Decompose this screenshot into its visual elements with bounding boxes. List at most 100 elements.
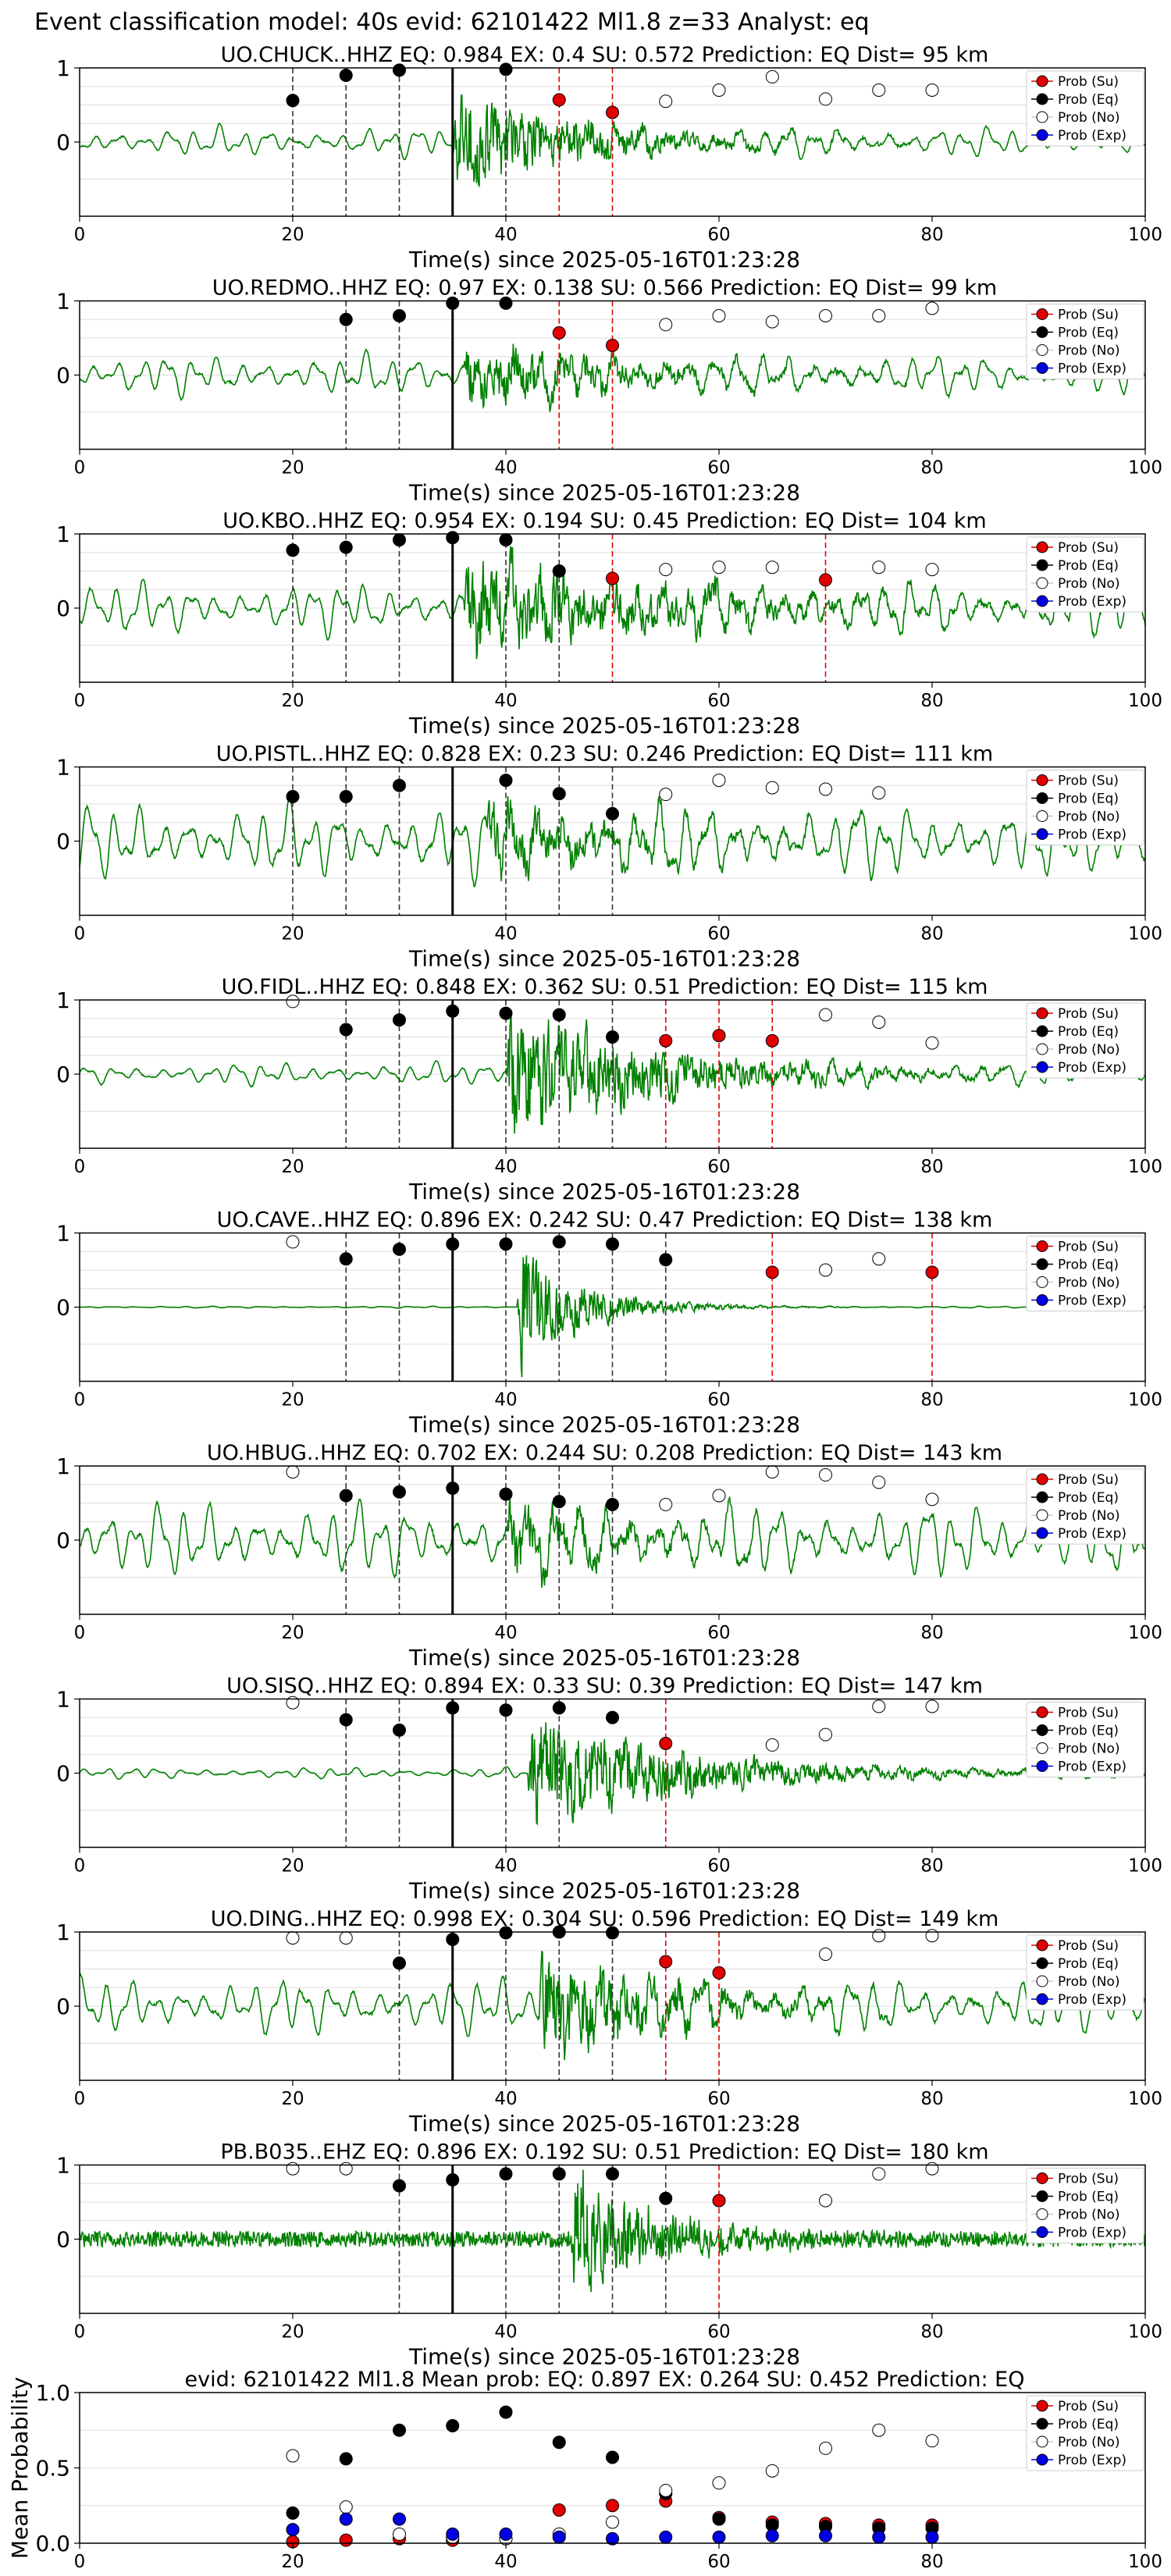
- legend: Prob (Su) Prob (Eq) Prob (No) Prob (Exp): [1026, 304, 1144, 379]
- x-tick-label: 60: [707, 1390, 730, 1411]
- legend-marker: [1036, 362, 1048, 374]
- x-tick-label: 40: [494, 2089, 517, 2109]
- data-point: [552, 2530, 566, 2544]
- y-tick-label: 0.0: [35, 2531, 70, 2556]
- x-axis-label: Time(s) since 2025-05-16T01:23:28: [408, 713, 800, 738]
- series-probsu: [659, 1737, 673, 1750]
- data-point: [339, 2452, 353, 2466]
- data-point: [925, 2434, 939, 2448]
- x-tick-label: 40: [494, 1623, 517, 1643]
- data-point: [499, 533, 513, 547]
- data-point: [393, 2512, 406, 2526]
- legend-label: Prob (Exp): [1058, 1759, 1127, 1775]
- data-point: [659, 94, 673, 109]
- waveform-trace: [79, 94, 1146, 188]
- data-point: [872, 309, 886, 322]
- data-point: [606, 1710, 619, 1724]
- x-tick-label: 40: [494, 458, 517, 479]
- series-probexp: [286, 2512, 939, 2546]
- series-probeq: [339, 1482, 619, 1511]
- x-tick-label: 100: [1128, 2322, 1162, 2343]
- data-point: [872, 1929, 886, 1943]
- x-tick-label: 60: [707, 1157, 730, 1177]
- x-tick-label: 100: [1128, 2089, 1162, 2109]
- legend-frame: [1026, 2395, 1144, 2471]
- data-point: [765, 2464, 779, 2478]
- legend-label: Prob (No): [1058, 1276, 1120, 1291]
- x-tick-label: 60: [707, 1623, 730, 1643]
- data-point: [925, 301, 939, 315]
- legend-marker: [1036, 308, 1048, 320]
- x-tick-label: 40: [494, 1390, 517, 1411]
- x-tick-label: 80: [920, 2552, 943, 2572]
- legend-marker: [1036, 2418, 1048, 2430]
- x-axis-label: Time(s) since 2025-05-16T01:23:28: [408, 1645, 800, 1670]
- data-point: [446, 296, 460, 310]
- x-axis-label: Time(s) since 2025-05-16T01:23:28: [408, 2111, 800, 2137]
- data-point: [819, 2528, 832, 2542]
- data-point: [712, 84, 726, 97]
- data-point: [446, 531, 460, 545]
- y-tick-label: 1: [56, 1453, 70, 1479]
- series-probno: [659, 69, 939, 109]
- legend: Prob (Su) Prob (Eq) Prob (No) Prob (Exp): [1026, 1468, 1144, 1545]
- data-point: [552, 2167, 566, 2181]
- data-point: [393, 63, 406, 77]
- legend-marker: [1036, 1957, 1048, 1969]
- series-probno: [286, 2423, 939, 2546]
- data-point: [499, 1237, 513, 1251]
- mean-probability-panel: evid: 62101422 Ml1.8 Mean prob: EQ: 0.89…: [7, 2368, 1162, 2572]
- legend-label: Prob (Su): [1058, 1472, 1119, 1488]
- data-point: [925, 84, 939, 97]
- x-tick-label: 100: [1128, 1390, 1162, 1411]
- data-point: [393, 1013, 406, 1027]
- y-tick-label: 0: [56, 1761, 70, 1787]
- series-probsu: [552, 93, 619, 119]
- legend-marker: [1036, 2226, 1048, 2238]
- legend-marker: [1036, 541, 1048, 553]
- data-point: [499, 1703, 513, 1717]
- data-point: [659, 318, 673, 332]
- data-point: [712, 2530, 726, 2544]
- x-tick-label: 40: [494, 1856, 517, 1877]
- legend-label: Prob (Eq): [1058, 1956, 1119, 1972]
- legend-marker: [1036, 2208, 1048, 2220]
- data-point: [765, 1034, 779, 1048]
- data-point: [872, 786, 886, 800]
- panel-title: UO.HBUG..HHZ EQ: 0.702 EX: 0.244 SU: 0.2…: [207, 1441, 1002, 1465]
- legend-marker: [1036, 828, 1048, 840]
- data-point: [765, 560, 779, 575]
- legend-frame: [1026, 1934, 1144, 2011]
- legend-frame: [1026, 1702, 1144, 1777]
- x-tick-label: 60: [707, 2552, 730, 2572]
- data-point: [606, 2499, 619, 2513]
- x-tick-label: 100: [1128, 2552, 1162, 2572]
- legend-marker: [1036, 1724, 1048, 1736]
- panel-title: UO.FIDL..HHZ EQ: 0.848 EX: 0.362 SU: 0.5…: [222, 975, 988, 999]
- data-point: [925, 1493, 939, 1507]
- x-tick-label: 0: [74, 691, 86, 711]
- x-tick-label: 40: [494, 1157, 517, 1177]
- legend-label: Prob (Exp): [1058, 2226, 1127, 2241]
- data-point: [393, 2527, 406, 2541]
- data-point: [339, 2500, 353, 2514]
- data-point: [872, 1016, 886, 1029]
- legend-frame: [1026, 304, 1144, 379]
- data-point: [872, 1475, 886, 1489]
- data-point: [606, 339, 619, 352]
- data-point: [819, 2194, 832, 2208]
- data-point: [765, 315, 779, 329]
- panel-title: UO.CHUCK..HHZ EQ: 0.984 EX: 0.4 SU: 0.57…: [221, 43, 989, 67]
- waveform-trace: [79, 2169, 1146, 2293]
- station-panel: UO.CHUCK..HHZ EQ: 0.984 EX: 0.4 SU: 0.57…: [56, 43, 1162, 272]
- legend-marker: [1036, 1007, 1048, 1019]
- y-tick-label: 0: [56, 829, 70, 855]
- data-point: [606, 2515, 619, 2529]
- data-point: [819, 2441, 832, 2455]
- legend-label: Prob (Su): [1058, 1938, 1119, 1954]
- legend-marker: [1036, 595, 1048, 607]
- x-tick-label: 20: [281, 225, 304, 245]
- data-point: [552, 2435, 566, 2450]
- data-point: [606, 806, 619, 820]
- data-point: [499, 2167, 513, 2181]
